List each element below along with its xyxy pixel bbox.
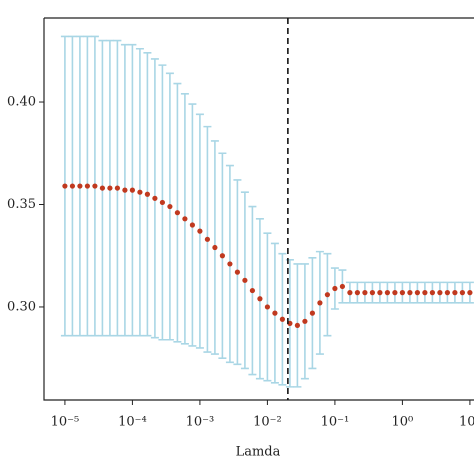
point (144, 191, 151, 197)
x-tick-label: 10⁰ (392, 415, 414, 430)
x-tick-label: 10⁻⁵ (51, 415, 80, 430)
x-tick-label: 10⁻⁴ (118, 415, 147, 430)
point (309, 310, 316, 316)
point (212, 244, 218, 251)
point (122, 187, 128, 193)
point (62, 183, 68, 189)
x-tick-label: 10⁻³ (186, 415, 215, 430)
point (272, 310, 278, 316)
point (377, 290, 383, 296)
point (347, 290, 353, 296)
point (174, 210, 181, 216)
point (399, 290, 406, 296)
point (279, 316, 286, 322)
point (392, 290, 398, 296)
point (257, 296, 263, 302)
point (129, 187, 136, 193)
point (354, 290, 360, 296)
point (99, 185, 106, 191)
point (189, 222, 196, 228)
point (339, 283, 346, 290)
point (369, 290, 376, 296)
point (264, 304, 271, 310)
x-tick-label: 10¹ (459, 415, 474, 430)
point (422, 290, 428, 296)
point (459, 290, 466, 296)
point (317, 300, 323, 306)
point (227, 261, 233, 267)
point (234, 269, 241, 275)
point (324, 292, 331, 298)
point (84, 183, 91, 189)
y-tick-label: 0.40 (7, 95, 36, 110)
point (249, 287, 256, 294)
point (159, 199, 166, 206)
point (467, 290, 473, 296)
point (107, 185, 113, 191)
point (137, 189, 143, 195)
x-tick-label: 10⁻² (253, 415, 282, 430)
point (197, 228, 203, 234)
point (69, 183, 76, 189)
point (302, 318, 308, 324)
point (414, 290, 421, 296)
point (152, 195, 158, 201)
point (444, 290, 451, 296)
point (452, 290, 458, 296)
point (219, 253, 226, 259)
point (384, 290, 391, 296)
point (77, 183, 83, 189)
axes-frame (43, 17, 474, 401)
point (437, 290, 443, 296)
point (407, 290, 413, 296)
y-tick-label: 0.35 (7, 197, 36, 212)
x-tick-label: 10⁻¹ (321, 415, 350, 430)
point (167, 203, 173, 210)
point (294, 322, 301, 329)
point (114, 185, 121, 191)
point (429, 290, 436, 296)
point (332, 285, 338, 292)
point (92, 183, 98, 189)
x-axis-label: Lamda (236, 445, 281, 460)
y-tick-label: 0.30 (7, 299, 36, 314)
point (204, 236, 211, 242)
point (182, 216, 188, 222)
point (242, 277, 248, 283)
point (362, 290, 368, 296)
